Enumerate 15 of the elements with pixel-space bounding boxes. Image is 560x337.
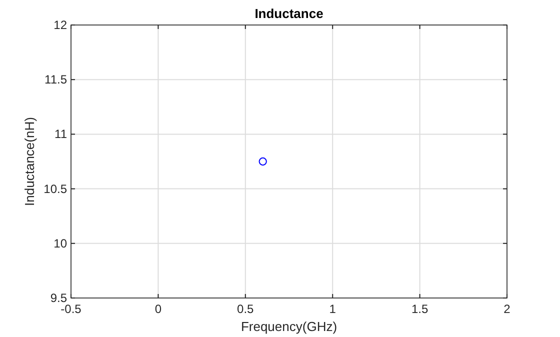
chart-title: Inductance <box>254 6 324 21</box>
x-axis-title: Frequency(GHz) <box>240 319 338 334</box>
y-tick-label: 11.5 <box>44 72 68 87</box>
x-tick-label: 1.5 <box>411 302 428 316</box>
y-tick-label: 10.5 <box>44 182 68 196</box>
x-tick-label: -0.5 <box>60 302 82 316</box>
y-tick-label: 10 <box>54 236 68 250</box>
y-axis-title: Inductance(nH) <box>22 117 37 206</box>
x-tick-label: 0 <box>154 302 162 316</box>
x-tick-label: 1 <box>329 302 336 316</box>
x-tick-label: 0.5 <box>237 302 254 316</box>
x-tick-label: 2 <box>504 302 511 316</box>
y-tick-label: 9.5 <box>50 291 68 305</box>
y-tick-label: 11 <box>54 127 68 142</box>
y-tick-label: 12 <box>54 18 68 32</box>
